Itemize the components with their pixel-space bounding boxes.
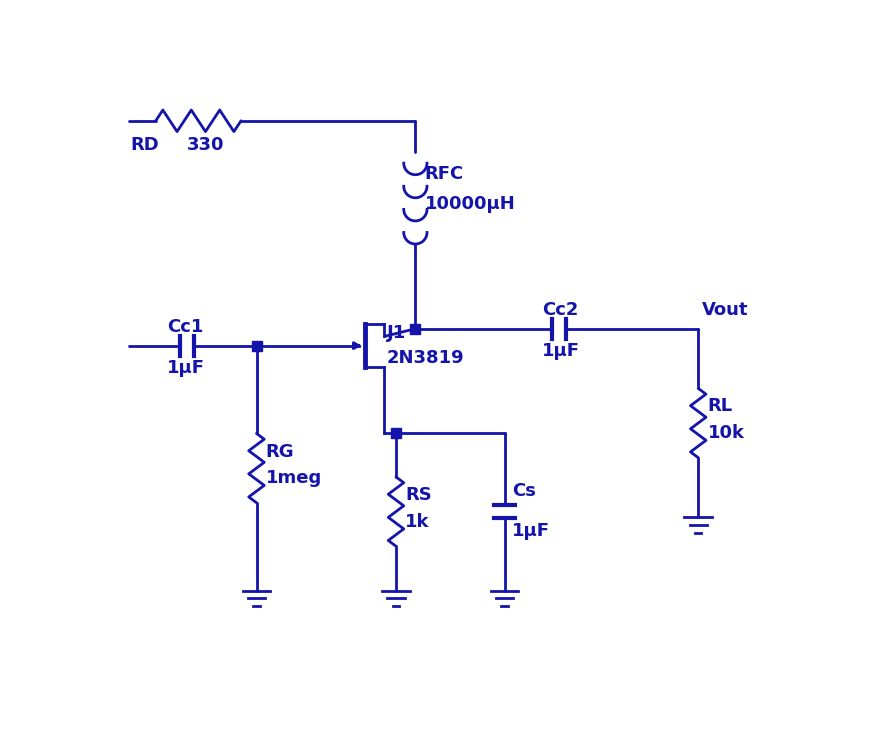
Text: Cc1: Cc1 xyxy=(168,318,204,336)
Text: 10k: 10k xyxy=(708,424,745,442)
Text: Cc2: Cc2 xyxy=(542,301,578,319)
Text: 1μF: 1μF xyxy=(512,522,551,540)
Text: J1: J1 xyxy=(386,324,406,342)
Text: RG: RG xyxy=(266,442,295,460)
Text: RD: RD xyxy=(130,136,159,154)
Text: Vout: Vout xyxy=(702,301,749,319)
Text: 1μF: 1μF xyxy=(542,342,579,360)
Text: RFC: RFC xyxy=(425,164,464,182)
Text: 10000μH: 10000μH xyxy=(425,195,516,213)
Text: Cs: Cs xyxy=(512,482,536,500)
Text: 1meg: 1meg xyxy=(266,470,322,488)
Text: 1k: 1k xyxy=(406,513,430,531)
Text: RL: RL xyxy=(708,398,732,416)
Text: RS: RS xyxy=(406,486,432,504)
Text: 330: 330 xyxy=(187,136,225,154)
Text: 2N3819: 2N3819 xyxy=(386,349,464,367)
Text: 1μF: 1μF xyxy=(168,358,205,376)
